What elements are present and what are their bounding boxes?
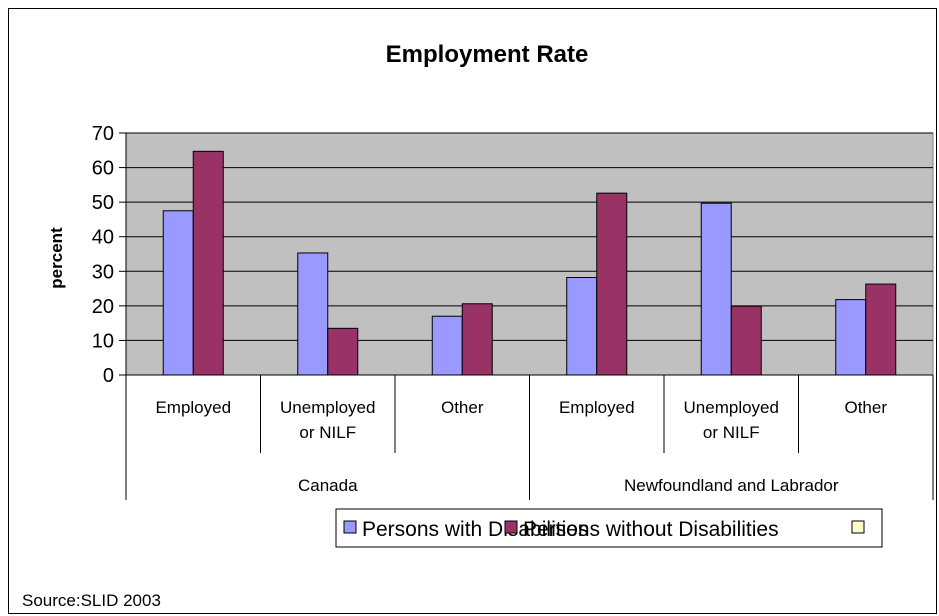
bar <box>461 303 493 376</box>
bar <box>730 305 762 376</box>
legend-label: Persons with Disabilities <box>362 518 588 541</box>
group-label: Canada <box>298 476 358 495</box>
plot-area <box>125 132 934 376</box>
category-label: Employed <box>155 398 231 417</box>
category-label: Other <box>441 398 484 417</box>
y-axis-title: percent <box>47 227 66 289</box>
category-label: Employed <box>559 398 635 417</box>
legend-swatch <box>851 520 865 534</box>
source-note: Source:SLID 2003 <box>22 591 161 610</box>
y-tick-label: 70 <box>92 123 114 145</box>
y-tick-label: 30 <box>92 261 114 283</box>
category-label: Unemployed <box>280 398 375 417</box>
category-label: or NILF <box>299 423 356 442</box>
legend-swatch <box>504 520 518 534</box>
y-tick-label: 0 <box>103 365 114 387</box>
y-tick-label: 10 <box>92 330 114 352</box>
y-tick-label: 60 <box>92 158 114 180</box>
group-label: Newfoundland and Labrador <box>624 476 839 495</box>
bar <box>192 150 224 376</box>
category-label: or NILF <box>703 423 760 442</box>
y-tick-label: 20 <box>92 296 114 318</box>
bar <box>596 192 628 376</box>
y-tick-label: 50 <box>92 192 114 214</box>
category-label: Other <box>844 398 887 417</box>
bar <box>297 252 329 376</box>
y-tick-label: 40 <box>92 227 114 249</box>
bar <box>431 315 463 376</box>
bar <box>865 283 897 376</box>
bar <box>566 277 598 376</box>
bar <box>162 210 194 376</box>
legend-label: Persons without Disabilities <box>523 518 779 541</box>
bar <box>700 202 732 376</box>
chart-title: Employment Rate <box>386 41 589 68</box>
legend-swatch <box>343 520 357 534</box>
bar <box>327 327 359 376</box>
bar <box>835 299 867 376</box>
category-label: Unemployed <box>684 398 779 417</box>
legend-box <box>335 508 883 548</box>
